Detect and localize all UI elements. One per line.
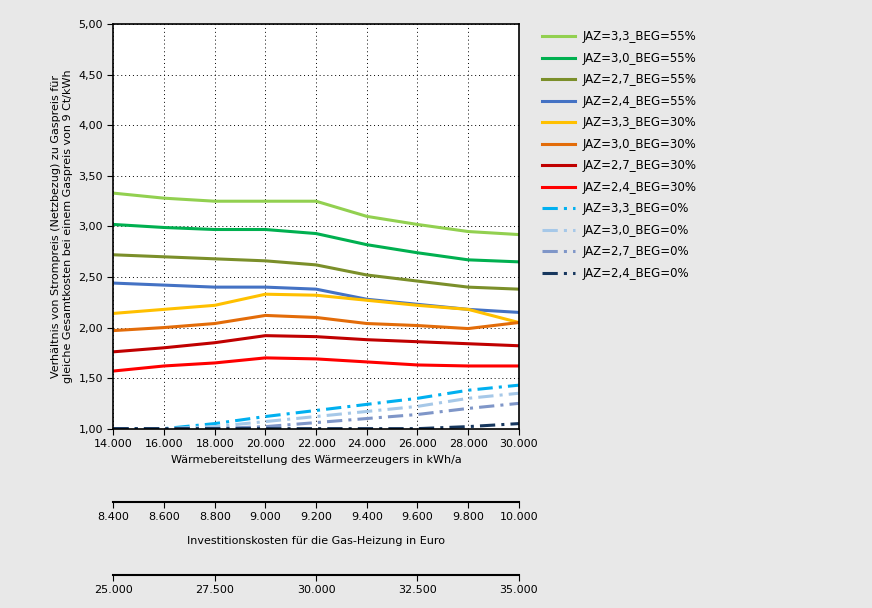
Legend: JAZ=3,3_BEG=55%, JAZ=3,0_BEG=55%, JAZ=2,7_BEG=55%, JAZ=2,4_BEG=55%, JAZ=3,3_BEG=: JAZ=3,3_BEG=55%, JAZ=3,0_BEG=55%, JAZ=2,… [542,30,697,280]
Y-axis label: Verhältnis von Strompreis (Netzbezug) zu Gaspreis für
gleiche Gesamtkosten bei e: Verhältnis von Strompreis (Netzbezug) zu… [51,70,72,383]
X-axis label: Investitionskosten für die Gas-Heizung in Euro: Investitionskosten für die Gas-Heizung i… [187,536,445,546]
X-axis label: Wärmebereitstellung des Wärmeerzeugers in kWh/a: Wärmebereitstellung des Wärmeerzeugers i… [171,455,461,465]
